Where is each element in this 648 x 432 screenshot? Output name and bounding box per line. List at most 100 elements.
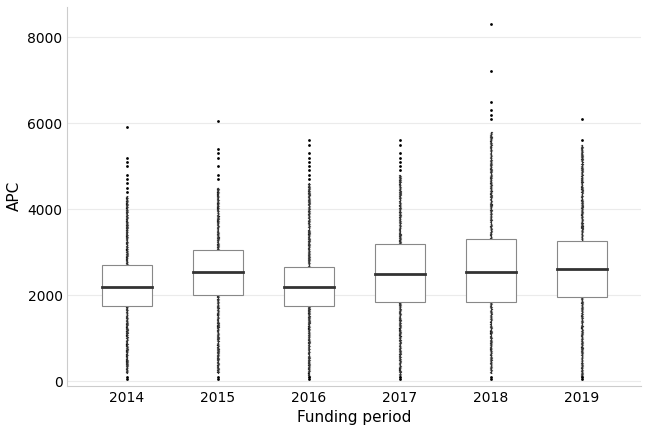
Point [394,332,404,339]
Point [303,204,314,211]
Point [485,323,495,330]
Point [395,206,406,213]
Point [577,155,587,162]
Point [394,281,404,288]
Point [303,314,313,321]
Point [213,254,223,261]
Point [486,292,496,299]
Point [577,260,588,267]
Point [213,216,224,222]
Point [395,280,405,287]
Point [213,283,223,289]
Point [121,301,132,308]
Point [122,359,133,365]
Point [577,226,587,233]
Point [577,239,588,246]
Point [485,201,495,208]
Point [576,188,586,195]
Point [211,227,222,234]
Point [214,341,224,348]
Point [122,333,133,340]
Point [213,194,223,200]
Point [303,342,313,349]
Point [395,206,405,213]
Point [213,185,223,192]
Point [577,161,587,168]
Point [577,349,587,356]
Point [304,361,314,368]
Point [487,311,497,318]
Point [395,312,405,319]
Point [577,305,587,312]
Point [212,237,222,244]
Point [395,236,405,243]
Point [211,275,222,282]
Point [305,241,315,248]
Point [303,324,314,331]
Point [485,328,496,335]
Point [213,320,224,327]
Point [122,288,133,295]
Point [122,228,132,235]
Point [122,275,132,282]
Point [486,342,496,349]
Point [486,214,496,221]
Point [303,254,314,261]
Point [213,335,224,342]
Point [305,356,315,362]
Point [304,295,314,302]
Point [122,228,132,235]
Point [213,337,224,343]
Point [485,360,496,367]
Point [121,246,132,253]
Point [303,238,313,245]
Point [576,242,586,249]
Point [213,214,224,221]
Point [576,314,586,321]
Point [122,223,132,230]
Point [577,165,587,172]
Point [213,262,224,269]
Point [486,305,496,311]
Point [577,238,588,245]
Point [303,236,313,243]
Point [394,210,404,216]
Point [393,304,404,311]
Point [122,235,132,242]
Point [577,232,587,239]
Point [485,319,496,326]
Point [213,347,224,354]
Point [395,223,405,230]
Point [305,230,315,237]
Point [214,347,224,354]
Point [121,311,131,318]
Point [213,355,224,362]
Point [303,318,313,325]
Point [121,317,131,324]
Point [303,251,313,258]
Point [213,264,223,271]
Point [212,238,222,245]
Point [576,183,586,190]
Point [486,328,496,335]
Point [121,280,131,286]
Point [303,355,313,362]
Point [304,236,314,243]
Point [577,301,587,308]
Point [305,222,315,229]
Point [395,290,406,297]
Point [487,264,497,271]
Point [305,316,315,323]
Point [213,354,223,361]
Point [486,283,496,289]
Point [577,362,588,369]
Point [214,285,224,292]
Point [121,260,132,267]
Point [122,249,132,256]
Point [212,364,222,371]
Point [121,332,132,339]
Point [395,335,406,342]
Point [395,331,405,338]
Point [122,360,133,367]
Point [213,258,223,265]
